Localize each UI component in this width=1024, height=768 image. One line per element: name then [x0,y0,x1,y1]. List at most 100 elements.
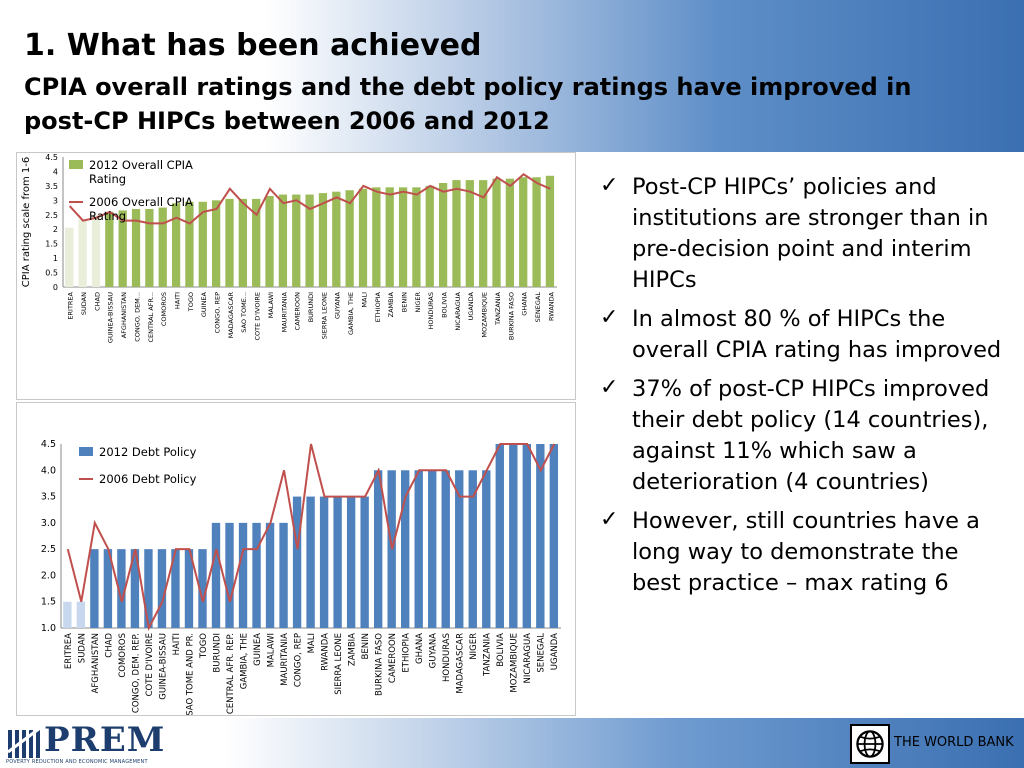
y-tick-label: 3 [53,196,58,205]
x-tick-label: NIGER [469,633,479,660]
bullet-item: ✓ 37% of post-CP HIPCs improved their deb… [600,374,1010,498]
checkmark-icon: ✓ [600,507,619,532]
x-tick-label: HONDURAS [442,633,452,682]
x-tick-label: NIGER [414,292,422,313]
x-tick-label: NICARAGUA [454,291,462,330]
x-tick-label: GUINEA-BISSAU [107,292,115,343]
series-line-2006 [66,443,556,632]
y-tick-label: 1 [53,254,58,263]
debt-policy-chart-panel: 1.0 1.5 2.0 2.5 3.0 3.5 4.0 4.5 ERITREA SUDAN AFGH… [16,402,576,716]
x-tick-label: MALI [360,292,368,308]
x-tick-label: TOGO [199,633,209,659]
bar [358,188,368,287]
x-tick-label: CONGO, DEM. REP. [131,633,141,713]
y-tick-label: 2.5 [41,544,56,555]
bar [279,522,288,628]
bullet-text: 37% of post-CP HIPCs improved their debt… [632,376,990,495]
bullet-text: Post-CP HIPCs’ policies and institutions… [632,174,989,293]
bar [509,444,518,628]
bar [305,194,314,287]
y-tick-label: 0.5 [45,269,58,278]
bar [212,200,221,287]
bar [118,210,127,287]
x-tick-label: CENTRAL AFR. REP. [226,633,236,714]
x-tick-label: GHANA [521,291,529,315]
bar [345,190,354,287]
bar [238,522,248,628]
x-tick-label: GUYANA [429,633,439,669]
bar [414,470,423,628]
x-tick-label: RWANDA [547,291,555,321]
x-tick-label: UGANDA [467,291,475,320]
x-tick-label: MALAWI [267,292,275,318]
bullet-item: ✓ However, still countries have a long wa… [600,506,1010,599]
x-tick-label: ERITREA [64,633,74,669]
y-tick-label: 1.0 [41,623,56,634]
y-tick-label: 1.5 [41,597,56,608]
x-tick-label: CONGO, REP [293,633,303,687]
bar [372,187,381,287]
bar [225,198,234,287]
y-tick-label: 4.5 [41,439,56,450]
x-tick-label: BURKINA FASO [375,633,385,696]
bar [225,522,234,628]
x-tick-label: MOZAMBIQUE [510,633,520,693]
debt-policy-chart: 1.0 1.5 2.0 2.5 3.0 3.5 4.0 4.5 ERITREA SUDAN AFGH… [41,439,561,716]
bar [211,522,221,628]
x-tick-label: BENIN [361,633,371,659]
bar [495,444,504,628]
x-tick-label: SUDAN [77,633,87,663]
x-tick-label: SENEGAL [537,633,547,673]
checkmark-icon: ✓ [600,305,619,330]
x-tick-label: ETHIOPIA [402,633,412,673]
x-tick-label: GUINEA [253,633,263,666]
bar [91,214,101,287]
y-tick-label: 1.5 [45,240,58,249]
bar [319,496,329,628]
cpia-chart-panel: 0 0.5 1 1.5 2 2.5 3 3.5 4 4.5 CPIA rating scale fr… [16,152,576,400]
bar [157,549,167,628]
x-tick-label: MOZAMBIQUE [481,292,489,338]
series-line-2006 [68,173,551,225]
legend-swatch-2012 [79,447,93,456]
x-tick-label: COMOROS [118,633,128,678]
x-tick-label: MALAWI [266,633,276,667]
x-tick-label: TANZANIA [494,291,502,325]
x-tick-label: SIERRA LEONE [320,292,328,339]
bar [468,470,477,628]
x-tick-label: BOLIVIA [441,291,449,317]
bar [292,496,302,628]
bar [318,193,328,287]
bar [398,187,408,287]
slide-subtitle: CPIA overall ratings and the debt policy… [24,73,912,135]
bar [144,549,153,628]
x-tick-label: TOGO [187,292,195,312]
y-tick-label: 3.5 [45,182,58,191]
x-tick-label: BURUNDI [307,292,315,322]
y-tick-label: 2.5 [45,211,58,220]
x-tick-label: MAURITANIA [280,633,290,686]
bar [536,444,545,628]
x-tick-label: GUINEA [200,291,208,317]
prem-tagline: POVERTY REDUCTION AND ECONOMIC MANAGEMEN… [6,759,148,765]
x-tick-label: CAMEROON [388,633,398,683]
x-tick-label: ZAMBIA [348,633,358,666]
x-tick-label: BENIN [400,292,408,312]
x-tick-label: CHAD [104,633,114,658]
bar [158,207,167,287]
legend-label-2012: 2012 Debt Policy [99,445,197,459]
world-bank-name: THE WORLD BANK [894,735,1014,750]
y-tick-label: 2 [53,225,58,234]
x-tick-label: SAO TOME AND PR. [185,633,195,715]
bar [145,209,154,287]
bar [252,198,261,287]
x-tick-label: HAITI [172,633,182,655]
bullet-item: ✓ In almost 80 % of HIPCs the overall CPI… [600,304,1010,366]
checkmark-icon: ✓ [600,173,619,198]
x-tick-label: TANZANIA [483,633,493,677]
bar [505,178,515,287]
bullet-list: ✓ Post-CP HIPCs’ policies and institution… [600,172,1010,607]
bar [455,470,464,628]
bar [479,180,488,287]
x-tick-label: BURUNDI [212,633,222,673]
